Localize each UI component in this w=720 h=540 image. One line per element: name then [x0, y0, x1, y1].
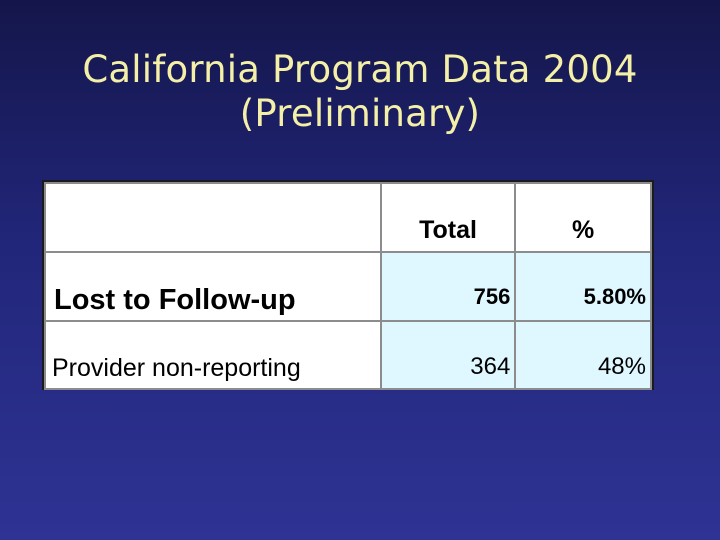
slide-title-line-1: California Program Data 2004: [82, 48, 638, 91]
cell-total-lost-to-follow-up: 756: [379, 251, 517, 322]
cell-percent-lost-to-follow-up: 5.80%: [514, 251, 652, 322]
table-header-row: Total %: [44, 182, 652, 253]
data-table: Total % Lost to Follow-up 756 5.80% Prov…: [42, 180, 654, 390]
slide-title-line-2: (Preliminary): [239, 92, 481, 135]
table-row: Lost to Follow-up 756 5.80%: [44, 251, 652, 322]
cell-total-provider-non-reporting: 364: [379, 320, 517, 390]
row-label-provider-non-reporting: Provider non-reporting: [44, 320, 382, 390]
row-label-lost-to-follow-up: Lost to Follow-up: [44, 251, 382, 322]
table-row: Provider non-reporting 364 48%: [44, 320, 652, 390]
header-cell-percent: %: [514, 182, 652, 253]
header-cell-total: Total: [379, 182, 517, 253]
slide-title: California Program Data 2004 (Preliminar…: [0, 48, 720, 136]
cell-percent-provider-non-reporting: 48%: [514, 320, 652, 390]
header-cell-blank: [44, 182, 382, 253]
